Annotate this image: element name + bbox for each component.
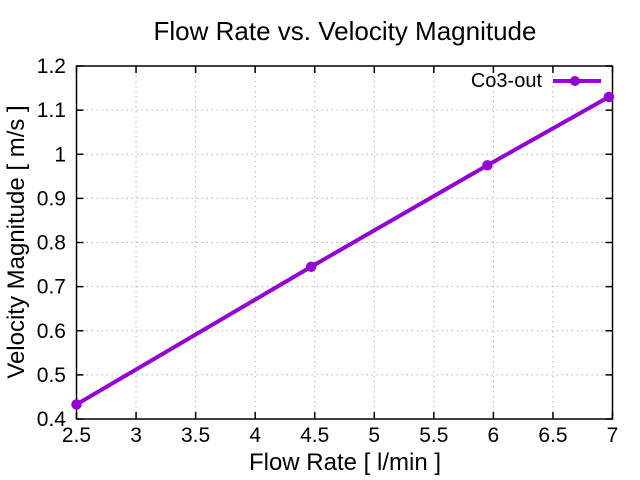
x-tick-label: 3.5	[181, 424, 210, 447]
data-point-marker	[305, 261, 317, 272]
series-line	[74, 94, 611, 407]
data-point-marker	[71, 399, 82, 410]
x-tick-label: 4	[249, 424, 261, 447]
x-axis-label: Flow Rate [ l/min ]	[248, 449, 442, 476]
y-tick-label: 0.8	[37, 232, 66, 255]
x-tick-label: 5.5	[419, 424, 448, 447]
x-tick-label: 5	[368, 424, 380, 447]
y-tick-label: 0.5	[37, 364, 66, 387]
x-tick-label: 2.5	[62, 424, 91, 447]
y-axis-label: Velocity Magnitude [ m/s ]	[3, 105, 30, 379]
x-tick-label: 7	[607, 424, 619, 447]
legend-sample-marker	[570, 76, 580, 86]
legend-label: Co3-out	[470, 70, 542, 92]
x-tick-label: 6	[488, 424, 500, 447]
x-tick-label: 4.5	[300, 424, 329, 447]
y-tick-label: 0.4	[37, 408, 67, 431]
y-tick-label: 0.9	[37, 187, 66, 210]
y-tick-label: 1	[54, 143, 66, 166]
y-tick-label: 1.2	[37, 55, 66, 78]
y-tick-label: 1.1	[37, 99, 66, 122]
legend: Co3-out	[471, 71, 603, 91]
chart-title: Flow Rate vs. Velocity Magnitude	[153, 16, 537, 46]
plot-border	[75, 65, 614, 420]
x-tick-label: 6.5	[538, 424, 567, 447]
data-point-marker	[603, 91, 615, 103]
x-tick-label: 3	[130, 424, 142, 447]
legend-line-sample	[553, 76, 601, 86]
y-tick-label: 0.7	[37, 276, 66, 299]
data-point-marker	[482, 160, 493, 171]
y-tick-label: 0.6	[37, 320, 66, 343]
